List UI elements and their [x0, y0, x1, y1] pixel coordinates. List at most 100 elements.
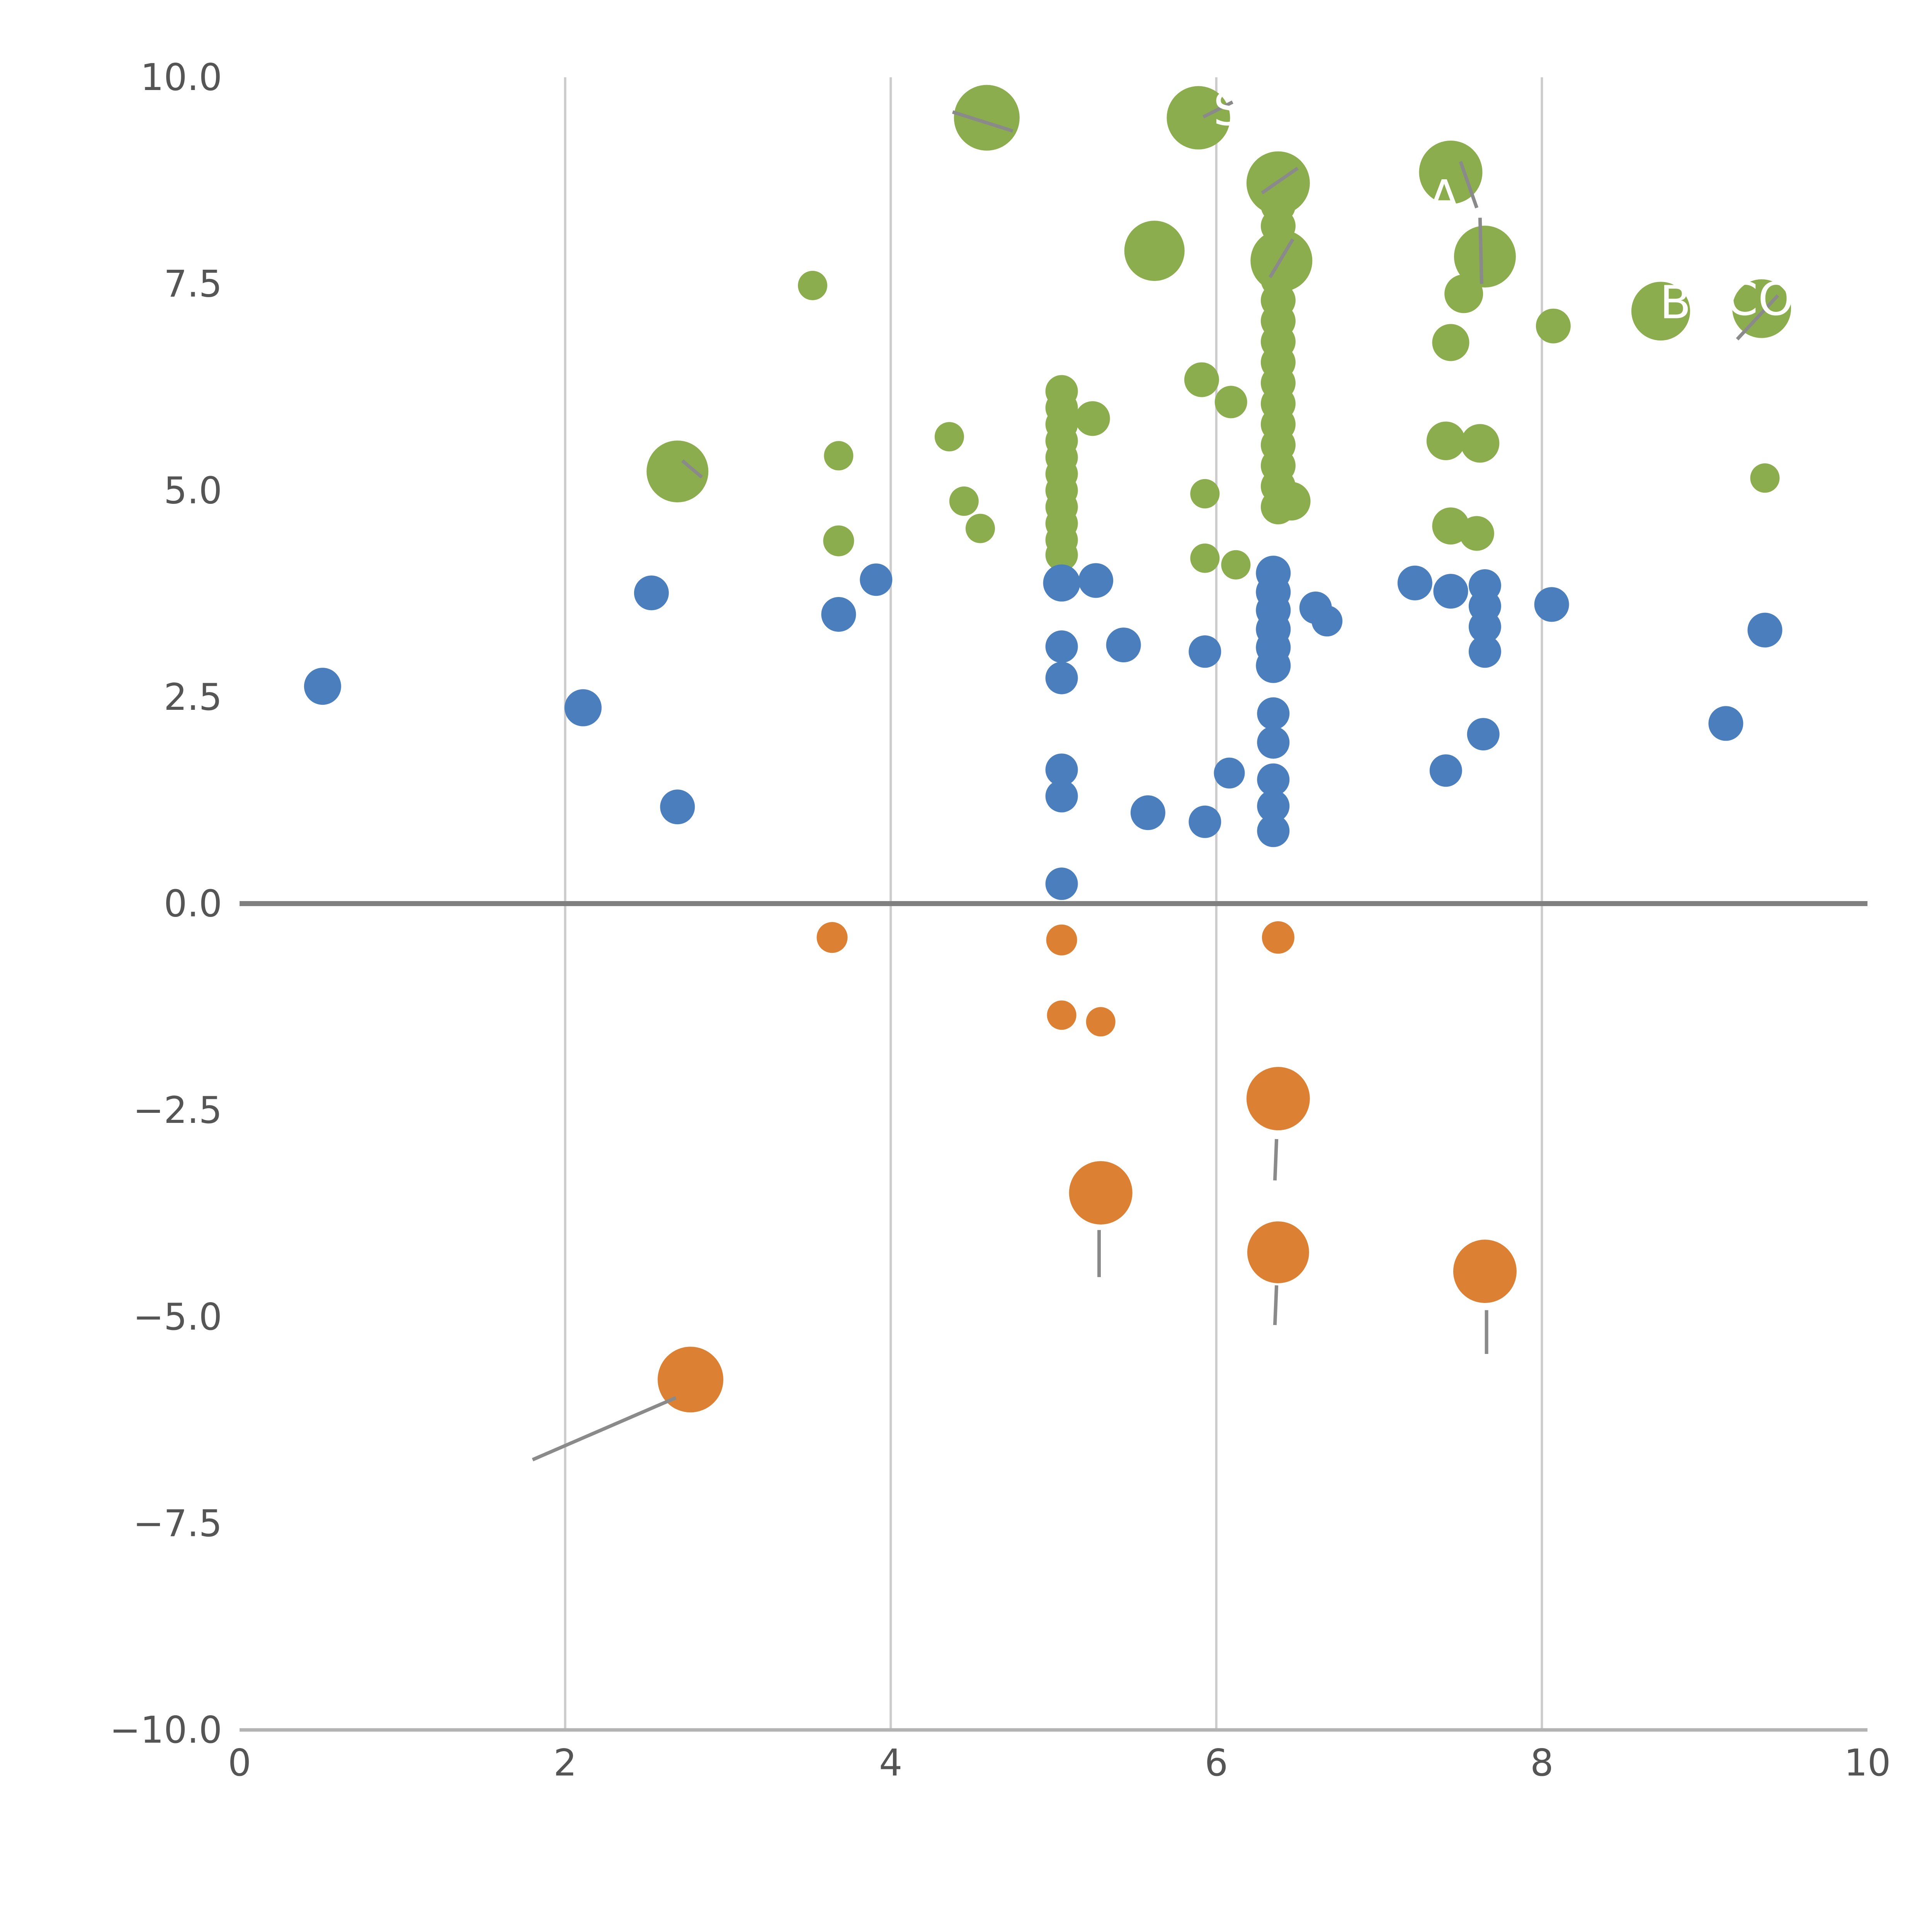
data-point-green: [1732, 279, 1791, 338]
data-point-blue: [1257, 763, 1290, 796]
data-point-green: [1454, 226, 1516, 288]
data-point-green: [954, 85, 1020, 151]
data-point-orange: [1453, 1240, 1517, 1303]
data-point-blue: [1708, 706, 1743, 741]
x-tick-label: 2: [553, 1742, 577, 1784]
data-point-blue: [1078, 563, 1114, 598]
data-point-green: [824, 441, 854, 471]
data-point-green: [1075, 401, 1110, 436]
data-point-orange: [1247, 1221, 1309, 1283]
y-tick-label: 7.5: [164, 263, 222, 306]
data-point-green: [949, 486, 979, 516]
data-point-green: [1260, 208, 1296, 243]
data-point-blue: [1468, 611, 1501, 643]
data-point-green: [646, 440, 709, 503]
annotation-label: B: [1660, 276, 1691, 329]
annotation-leader-line: [952, 110, 1014, 133]
annotation-label: CO: [1726, 272, 1794, 326]
data-point-green: [1419, 140, 1483, 204]
annotation-leader-line: [1478, 218, 1484, 284]
data-point-blue: [1189, 805, 1221, 838]
data-point-blue: [1130, 795, 1165, 830]
data-point-green: [1432, 324, 1469, 361]
data-point-green: [934, 422, 964, 452]
annotation-leader-line: [681, 459, 703, 479]
data-point-green: [1444, 274, 1483, 313]
data-point-blue: [1257, 815, 1290, 847]
annotation-leader-line: [1736, 294, 1779, 340]
annotation-leader-line: [1459, 161, 1479, 209]
annotation-leader-line: [1273, 1139, 1279, 1181]
data-point-blue: [1045, 780, 1078, 813]
data-point-orange: [1246, 1067, 1310, 1131]
y-tick-label: 2.5: [164, 676, 222, 719]
data-point-green: [1750, 463, 1780, 493]
data-point-blue: [860, 563, 893, 596]
data-point-green: [1260, 490, 1296, 525]
data-point-blue: [660, 789, 695, 825]
data-point-blue: [1467, 718, 1500, 751]
data-point-green: [823, 525, 854, 556]
data-point-orange: [1046, 924, 1077, 956]
data-point-green: [965, 514, 995, 543]
data-point-blue: [1433, 574, 1468, 609]
data-point-green: [1184, 362, 1219, 397]
data-point-orange: [1262, 921, 1294, 954]
data-point-blue: [304, 668, 341, 705]
annotation-leader-line: [1261, 167, 1299, 195]
data-point-blue: [1257, 726, 1290, 759]
data-point-blue: [1189, 635, 1221, 668]
annotation-leader-line: [532, 1396, 677, 1461]
data-point-orange: [658, 1347, 724, 1413]
data-point-blue: [1429, 754, 1462, 787]
x-tick-label: 6: [1205, 1742, 1228, 1784]
data-point-blue: [1106, 628, 1141, 663]
x-tick-label: 4: [879, 1742, 902, 1784]
data-point-green: [1221, 550, 1251, 580]
annotation-leader-line: [1202, 100, 1233, 119]
data-point-blue: [1214, 757, 1245, 789]
x-tick-label: 8: [1530, 1742, 1553, 1784]
data-point-green: [1124, 221, 1185, 281]
y-tick-label: 0.0: [164, 883, 222, 925]
data-point-green: [1190, 479, 1220, 509]
data-point-blue: [1043, 564, 1080, 602]
data-point-blue: [1311, 605, 1343, 637]
data-point-blue: [1257, 697, 1290, 730]
data-point-green: [1167, 86, 1230, 150]
x-tick-label: 10: [1844, 1742, 1891, 1784]
data-point-blue: [634, 575, 669, 611]
data-point-green: [1536, 308, 1571, 344]
y-tick-label: −7.5: [133, 1502, 222, 1545]
data-point-blue: [1397, 565, 1432, 600]
data-point-green: [798, 270, 827, 300]
data-point-orange: [1086, 1007, 1116, 1037]
data-point-blue: [1468, 635, 1501, 668]
data-point-blue: [1045, 753, 1078, 786]
data-point-green: [1459, 516, 1494, 551]
annotation-label: A: [1429, 170, 1460, 223]
data-point-blue: [1257, 790, 1290, 823]
annotation-leader-line: [1268, 238, 1294, 278]
data-point-green: [1214, 386, 1247, 418]
data-point-blue: [1256, 648, 1291, 683]
data-point-green: [1190, 543, 1220, 573]
y-tick-label: 10.0: [140, 56, 222, 99]
data-point-blue: [1045, 662, 1078, 694]
y-tick-label: −5.0: [133, 1296, 222, 1338]
data-point-green: [1045, 539, 1078, 571]
data-point-blue: [1747, 612, 1782, 648]
y-tick-label: −10.0: [110, 1709, 222, 1752]
data-point-orange: [816, 922, 848, 953]
data-point-orange: [1069, 1161, 1133, 1225]
data-point-blue: [564, 689, 602, 726]
y-tick-label: 5.0: [164, 469, 222, 512]
y-tick-label: −2.5: [133, 1089, 222, 1132]
data-point-green: [1631, 282, 1690, 341]
data-point-blue: [1534, 587, 1569, 622]
data-point-orange: [1047, 1000, 1077, 1030]
data-point-blue: [1045, 630, 1078, 663]
data-point-green: [1461, 424, 1500, 463]
